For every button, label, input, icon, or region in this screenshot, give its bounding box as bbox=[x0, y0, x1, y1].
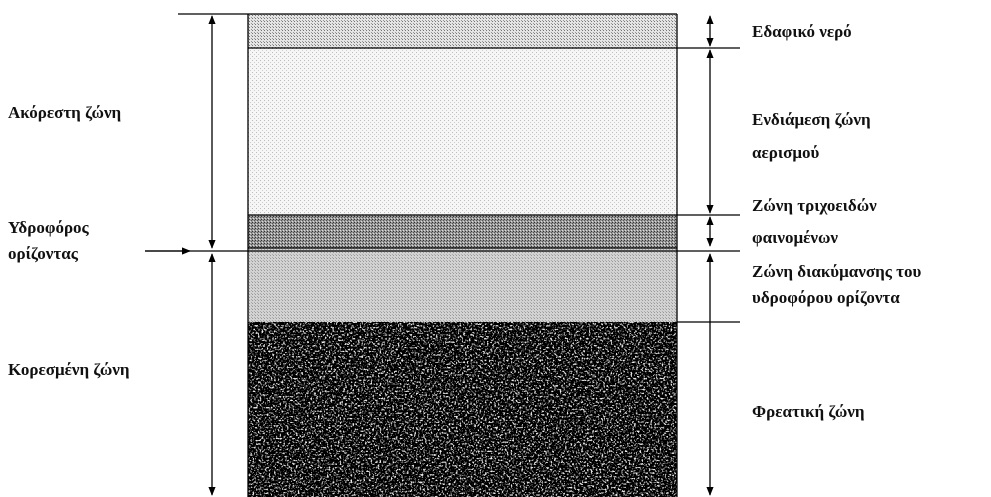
label: φαινομένων bbox=[752, 228, 838, 247]
capillary-layer bbox=[248, 215, 677, 248]
label: υδροφόρου ορίζοντα bbox=[752, 288, 900, 307]
label: Ζώνη διακύμανσης του bbox=[752, 262, 921, 281]
phreatic-layer bbox=[248, 322, 677, 497]
label: Ενδιάμεση ζώνη bbox=[752, 110, 871, 129]
soil-water-layer bbox=[248, 14, 677, 48]
label: Κορεσμένη ζώνη bbox=[8, 360, 130, 379]
label: Ζώνη τριχοειδών bbox=[752, 196, 877, 215]
label: ορίζοντας bbox=[8, 244, 79, 263]
label: Υδροφόρος bbox=[8, 218, 90, 237]
label: Εδαφικό νερό bbox=[752, 22, 852, 41]
arrows bbox=[208, 15, 714, 496]
fluctuation-layer bbox=[248, 248, 677, 322]
intermediate-layer bbox=[248, 48, 677, 215]
label: Ακόρεστη ζώνη bbox=[8, 103, 121, 122]
label: αερισμού bbox=[752, 143, 820, 162]
label: Φρεατική ζώνη bbox=[752, 402, 865, 421]
soil-column bbox=[145, 13, 740, 497]
